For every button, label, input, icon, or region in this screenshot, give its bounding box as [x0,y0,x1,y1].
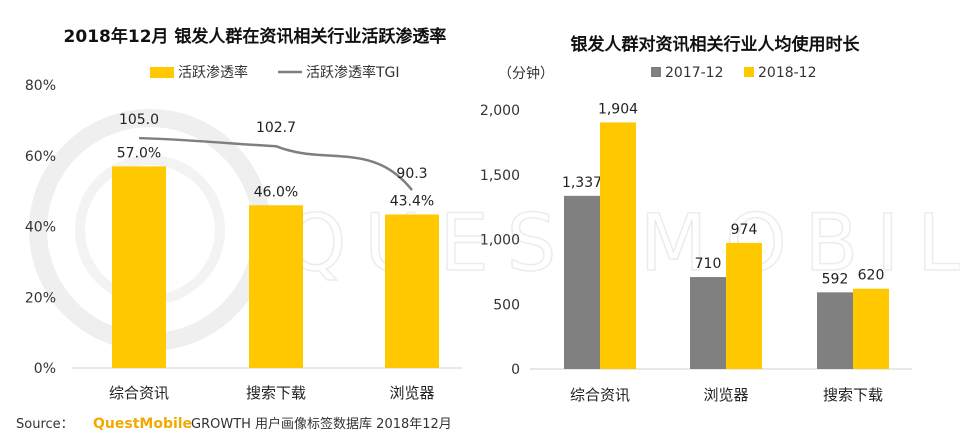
x-tick-label: 搜索下载 [246,384,306,402]
y-tick-label: 80% [25,78,56,94]
data-label-penetration: 43.4% [390,193,434,209]
legend-swatch-2018 [744,67,754,77]
y-tick-label: 500 [493,297,520,313]
data-label-penetration: 57.0% [117,145,161,161]
duration-bars: 1,337 1,904 710 974 592 620 [562,101,889,369]
duration-chart: 银发人群对资讯相关行业人均使用时长 （分钟） 2017-12 2018-12 0… [480,34,912,404]
bar-2017 [690,277,726,369]
legend-swatch-2017 [651,67,661,77]
penetration-legend: 活跃渗透率 活跃渗透率TGI [150,64,400,81]
legend-label-penetration: 活跃渗透率 [178,64,248,81]
duration-unit: （分钟） [498,65,554,82]
bar-2017 [564,195,600,369]
legend-swatch-penetration [150,67,174,78]
x-tick-label: 搜索下载 [823,386,883,404]
data-label-tgi: 102.7 [256,120,296,136]
bar-penetration [112,166,166,368]
legend-label-2017: 2017-12 [665,65,724,81]
data-label-tgi: 105.0 [119,112,159,128]
y-tick-label: 40% [25,220,56,236]
legend-label-2018: 2018-12 [758,65,817,81]
x-tick-label: 浏览器 [703,386,748,404]
penetration-x-axis: 综合资讯 搜索下载 浏览器 [109,384,435,402]
y-tick-label: 0% [34,361,56,377]
source-note: Source： QuestMobile GROWTH 用户画像标签数据库 201… [16,416,452,432]
y-tick-label: 1,500 [480,168,520,184]
source-text: GROWTH 用户画像标签数据库 2018年12月 [191,416,452,432]
bar-2017 [817,292,853,369]
bar-penetration [249,205,303,368]
data-label-tgi: 90.3 [396,166,427,182]
y-tick-label: 20% [25,290,56,306]
bar-2018 [726,242,762,369]
penetration-bars: 57.0% 46.0% 43.4% [112,145,439,368]
x-tick-label: 浏览器 [389,384,434,402]
tgi-line: 105.0 102.7 90.3 [119,112,428,191]
x-tick-label: 综合资讯 [109,384,169,402]
legend-label-tgi: 活跃渗透率TGI [306,64,400,81]
y-tick-label: 1,000 [480,233,520,249]
y-tick-label: 2,000 [480,103,520,119]
data-label-2018: 620 [858,268,885,284]
source-prefix: Source： [16,417,74,432]
x-tick-label: 综合资讯 [570,386,630,404]
data-label-penetration: 46.0% [254,184,298,200]
bar-2018 [853,288,889,369]
bar-penetration [385,214,439,368]
duration-legend: 2017-12 2018-12 [651,65,817,81]
penetration-chart: 2018年12月 银发人群在资讯相关行业活跃渗透率 活跃渗透率 活跃渗透率TGI… [25,26,462,402]
y-tick-label: 60% [25,149,56,165]
bar-2018 [600,122,636,369]
data-label-2017: 1,337 [562,175,602,191]
source-brand: QuestMobile [93,416,192,432]
tgi-line-path [138,136,413,191]
duration-chart-title: 银发人群对资讯相关行业人均使用时长 [571,34,861,55]
penetration-chart-title: 2018年12月 银发人群在资讯相关行业活跃渗透率 [64,26,447,47]
duration-x-axis: 综合资讯 浏览器 搜索下载 [570,386,883,404]
data-label-2017: 592 [822,271,849,287]
data-label-2018: 1,904 [598,101,638,117]
data-label-2017: 710 [695,256,722,272]
y-tick-label: 0 [511,362,520,378]
data-label-2018: 974 [731,222,758,238]
